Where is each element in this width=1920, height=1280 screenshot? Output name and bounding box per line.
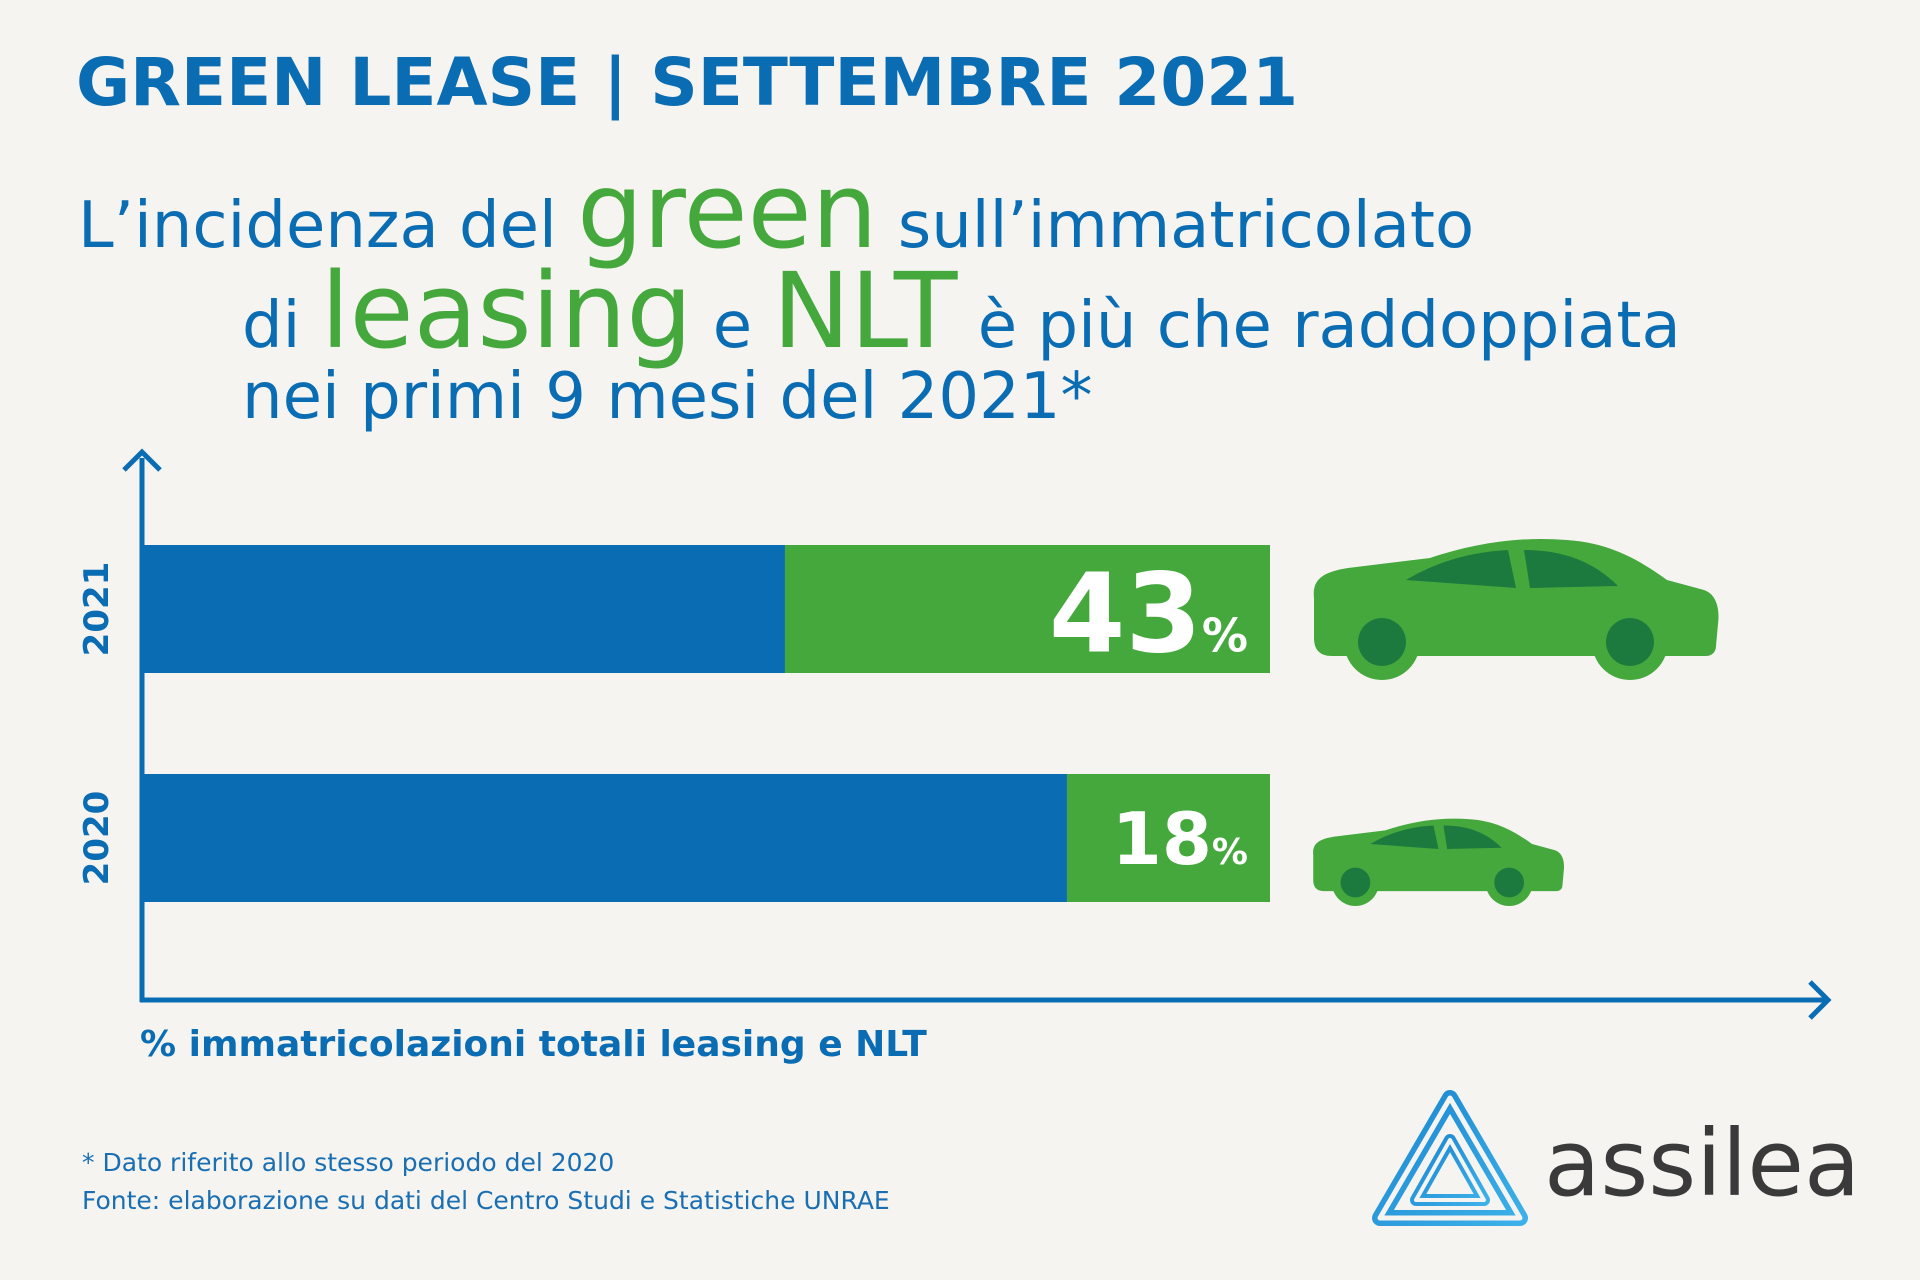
headline-text: e [692, 289, 773, 363]
x-axis-arrow [1808, 980, 1832, 1020]
headline-text: di [242, 289, 321, 363]
headline-text: L’incidenza del [78, 189, 578, 263]
footnotes: * Dato riferito allo stesso periodo del … [82, 1144, 890, 1220]
cars-group [1313, 538, 1719, 907]
data-label-2020: 18% [1112, 797, 1248, 881]
car-icon-small [1313, 818, 1565, 907]
bar-remainder-2020 [142, 774, 1067, 902]
brand-name: assilea [1544, 1110, 1861, 1217]
headline-line-3: nei primi 9 mesi del 2021* [242, 360, 1093, 434]
x-axis-label: % immatricolazioni totali leasing e NLT [140, 1024, 927, 1065]
headline-highlight-nlt: NLT [772, 250, 958, 372]
headline-line-2: di leasing e NLT è più che raddoppiata [242, 250, 1681, 372]
headline-text: nei primi 9 mesi del 2021* [242, 360, 1093, 434]
headline-line-1: L’incidenza del green sull’immatricolato [78, 150, 1474, 272]
car-icon-large [1313, 538, 1719, 680]
y-axis-arrow [122, 448, 162, 472]
footnote-note: * Dato riferito allo stesso periodo del … [82, 1148, 615, 1177]
assilea-logo-icon [1372, 1090, 1528, 1226]
bar-remainder-2021 [142, 545, 785, 673]
headline-text: è più che raddoppiata [957, 289, 1681, 363]
data-label-2021: 43% [1049, 550, 1248, 678]
bars-group: 43% 2021 18% 2020 [77, 545, 1270, 902]
headline-text: sull’immatricolato [877, 189, 1475, 263]
headline-highlight-leasing: leasing [320, 250, 693, 372]
chart-axes [122, 448, 1832, 1020]
headline-highlight-green: green [577, 150, 878, 272]
page-title: GREEN LEASE | SETTEMBRE 2021 [76, 44, 1299, 121]
footnote-source: Fonte: elaborazione su dati del Centro S… [82, 1186, 890, 1215]
category-label-2021: 2021 [77, 562, 117, 657]
bar-green-2021 [784, 545, 1270, 673]
category-label-2020: 2020 [77, 791, 117, 886]
bar-green-2020 [1066, 774, 1270, 902]
